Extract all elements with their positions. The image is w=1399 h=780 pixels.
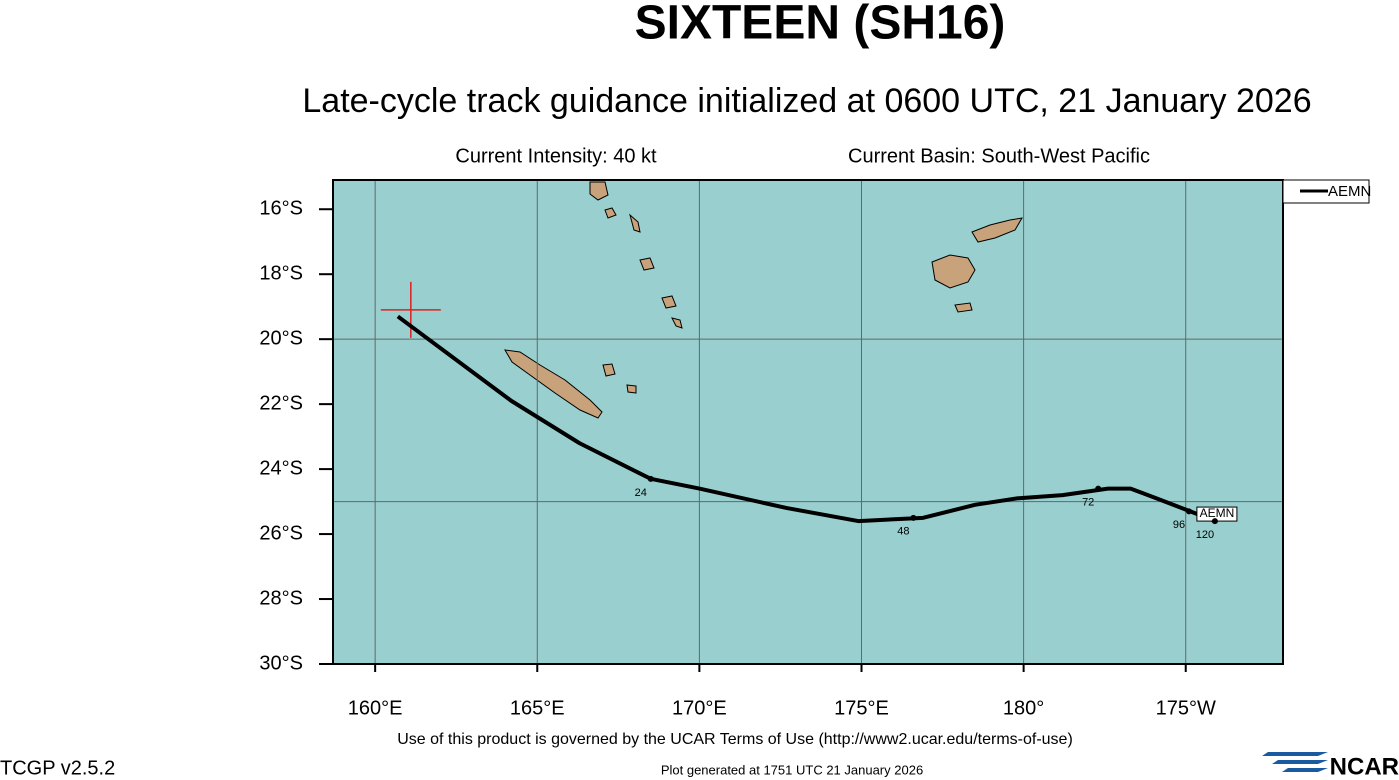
x-tick-label: 170°E [672,697,727,719]
hour-marker [647,475,654,482]
footer-terms: Use of this product is governed by the U… [397,731,1073,748]
info-right: Current Basin: South-West Pacific [848,145,1150,167]
legend-label: AEMN [1328,183,1371,200]
track-line [396,314,1216,524]
y-tick-label: 20°S [259,327,303,349]
subtitle: Late-cycle track guidance initialized at… [302,82,1311,120]
hour-marker [1185,508,1192,515]
land [504,181,1023,419]
x-tick-label: 175°E [834,697,889,719]
logo-mark [1262,752,1328,772]
y-tick-label: 30°S [259,652,303,674]
x-tick-label: 160°E [348,697,403,719]
hour-label: 120 [1196,529,1214,541]
hour-marker [1095,485,1102,492]
hour-marker [910,514,917,521]
track-label: AEMN [1200,506,1235,520]
current-position [380,281,441,338]
x-tick-label: 165°E [510,697,565,719]
hour-label: 96 [1173,519,1185,531]
y-tick-label: 28°S [259,587,303,609]
y-tick-label: 16°S [259,198,303,220]
x-tick-label: 175°W [1156,697,1216,719]
version: TCGP v2.5.2 [0,757,115,779]
hour-label: 48 [897,526,909,538]
hour-label: 72 [1082,496,1094,508]
plot-frame [332,179,1284,665]
y-tick-label: 22°S [259,392,303,414]
y-tick-label: 24°S [259,457,303,479]
x-tick-label: 180° [1003,697,1044,719]
generated-note: Plot generated at 1751 UTC 21 January 20… [661,762,923,777]
logo-text: NCAR [1330,753,1399,780]
y-tick-label: 26°S [259,522,303,544]
ocean [333,180,1283,664]
info-left: Current Intensity: 40 kt [455,145,657,167]
hour-marker [1211,518,1218,525]
y-tick-label: 18°S [259,262,303,284]
chart-title: SIXTEEN (SH16) [635,0,1006,50]
hour-label: 24 [635,487,647,499]
